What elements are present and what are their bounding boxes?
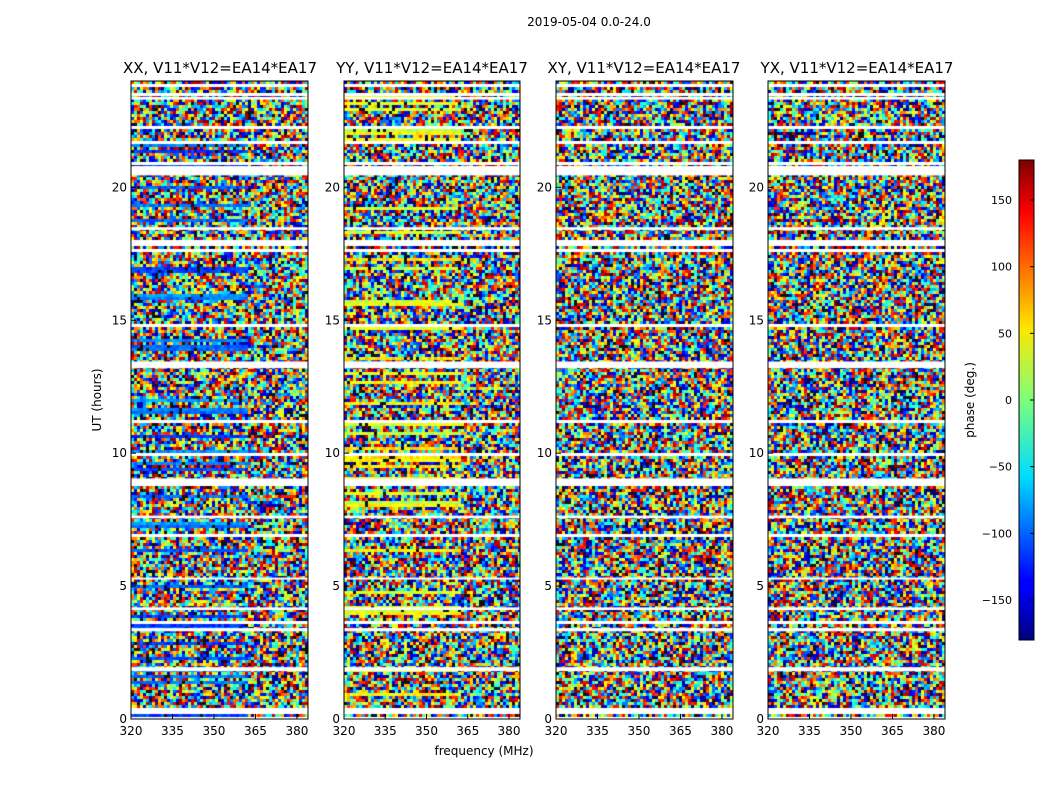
x-axis-label: frequency (MHz) bbox=[434, 744, 533, 758]
x-tick-label-xy: 365 bbox=[669, 724, 692, 738]
colorbar-tick-label: −100 bbox=[982, 527, 1012, 540]
heatmap-yx bbox=[768, 81, 945, 719]
x-tick-label-xx: 320 bbox=[120, 724, 143, 738]
x-tick-label-xy: 380 bbox=[710, 724, 733, 738]
y-tick-label-yx: 20 bbox=[749, 180, 764, 194]
x-tick-label-yx: 380 bbox=[922, 724, 945, 738]
heatmap-image-xx bbox=[131, 81, 308, 719]
x-tick-labels-yy: 320 335 350 365 380 bbox=[333, 714, 521, 738]
colorbar-tick-label: −50 bbox=[989, 461, 1012, 474]
colorbar-tick-label: 150 bbox=[991, 194, 1012, 207]
colorbar-tick-label: 0 bbox=[1005, 394, 1012, 407]
y-tick-label-yy: 20 bbox=[325, 180, 340, 194]
x-tick-label-yx: 350 bbox=[840, 724, 863, 738]
x-tick-label-xy: 320 bbox=[545, 724, 568, 738]
panel-yx: YX, V11*V12=EA14*EA17 0 5 10 15 20 320 335 350… bbox=[749, 59, 954, 738]
heatmap-xy bbox=[556, 81, 733, 719]
x-tick-label-yx: 335 bbox=[798, 724, 821, 738]
y-tick-label-yy: 5 bbox=[332, 579, 340, 593]
y-tick-label-xy: 15 bbox=[537, 313, 552, 327]
x-tick-label-xy: 335 bbox=[586, 724, 609, 738]
x-tick-label-xx: 380 bbox=[285, 724, 308, 738]
y-tick-label-yx: 0 bbox=[756, 712, 764, 726]
y-tick-label-xx: 20 bbox=[112, 180, 127, 194]
x-tick-labels-xy: 320 335 350 365 380 bbox=[545, 714, 733, 738]
y-tick-label-xx: 5 bbox=[119, 579, 127, 593]
panel-title-yy: YY, V11*V12=EA14*EA17 bbox=[335, 59, 528, 77]
x-tick-labels-yx: 320 335 350 365 380 bbox=[757, 714, 945, 738]
x-tick-labels-xx: 320 335 350 365 380 bbox=[120, 714, 308, 738]
y-tick-label-yy: 10 bbox=[325, 446, 340, 460]
y-tick-labels-xy: 0 5 10 15 20 bbox=[537, 180, 561, 726]
y-tick-label-xy: 20 bbox=[537, 180, 552, 194]
y-axis-label: UT (hours) bbox=[90, 368, 104, 431]
x-tick-label-xx: 365 bbox=[244, 724, 267, 738]
heatmap-image-xy bbox=[556, 81, 733, 719]
colorbar: 150 100 50 0 −50 −100 −150 phase (deg.) bbox=[963, 159, 1035, 641]
panel-title-yx: YX, V11*V12=EA14*EA17 bbox=[760, 59, 954, 77]
y-tick-label-yx: 10 bbox=[749, 446, 764, 460]
x-tick-label-yy: 350 bbox=[415, 724, 438, 738]
y-tick-label-yy: 0 bbox=[332, 712, 340, 726]
heatmap-yy bbox=[344, 81, 520, 719]
x-tick-label-yy: 335 bbox=[374, 724, 397, 738]
panel-yy: YY, V11*V12=EA14*EA17 0 5 10 15 20 320 335 350… bbox=[325, 59, 528, 738]
x-tick-label-yy: 380 bbox=[498, 724, 521, 738]
x-tick-label-xx: 335 bbox=[161, 724, 184, 738]
colorbar-tick-label: 100 bbox=[991, 261, 1012, 274]
y-tick-labels-yy: 0 5 10 15 20 bbox=[325, 180, 349, 726]
x-tick-label-yy: 320 bbox=[333, 724, 356, 738]
colorbar-label: phase (deg.) bbox=[963, 362, 977, 438]
x-tick-label-yy: 365 bbox=[456, 724, 479, 738]
heatmap-image-yy bbox=[344, 81, 520, 719]
colorbar-ticks: 150 100 50 0 −50 −100 −150 bbox=[982, 194, 1034, 607]
y-tick-label-xy: 10 bbox=[537, 446, 552, 460]
colorbar-tick-label: 50 bbox=[998, 327, 1012, 340]
y-tick-label-xx: 15 bbox=[112, 313, 127, 327]
panel-title-xx: XX, V11*V12=EA14*EA17 bbox=[123, 59, 317, 77]
x-tick-label-yx: 365 bbox=[881, 724, 904, 738]
axes-frame-yx bbox=[767, 80, 946, 720]
heatmap-image-yx bbox=[768, 81, 945, 719]
y-tick-label-xy: 5 bbox=[544, 579, 552, 593]
axes-frame-xx bbox=[130, 80, 309, 720]
y-tick-labels-yx: 0 5 10 15 20 bbox=[749, 180, 773, 726]
x-tick-label-yx: 320 bbox=[757, 724, 780, 738]
panel-title-xy: XY, V11*V12=EA14*EA17 bbox=[548, 59, 741, 77]
y-tick-label-xx: 10 bbox=[112, 446, 127, 460]
axes-frame-xy bbox=[555, 80, 734, 720]
y-tick-label-yx: 5 bbox=[756, 579, 764, 593]
x-tick-label-xx: 350 bbox=[203, 724, 226, 738]
axes-frame-yy bbox=[343, 80, 521, 720]
colorbar-tick-label: −150 bbox=[982, 594, 1012, 607]
y-tick-label-xx: 0 bbox=[119, 712, 127, 726]
panel-xy: XY, V11*V12=EA14*EA17 0 5 10 15 20 320 335 350… bbox=[537, 59, 741, 738]
heatmap-xx bbox=[131, 81, 308, 719]
x-tick-label-xy: 350 bbox=[628, 724, 651, 738]
y-tick-label-yy: 15 bbox=[325, 313, 340, 327]
y-tick-label-yx: 15 bbox=[749, 313, 764, 327]
figure-suptitle: 2019-05-04 0.0-24.0 bbox=[527, 15, 651, 29]
y-tick-labels-xx: 0 5 10 15 20 bbox=[112, 180, 136, 726]
y-tick-label-xy: 0 bbox=[544, 712, 552, 726]
panel-xx: XX, V11*V12=EA14*EA17 0 5 10 15 20 320 335 350… bbox=[112, 59, 317, 738]
